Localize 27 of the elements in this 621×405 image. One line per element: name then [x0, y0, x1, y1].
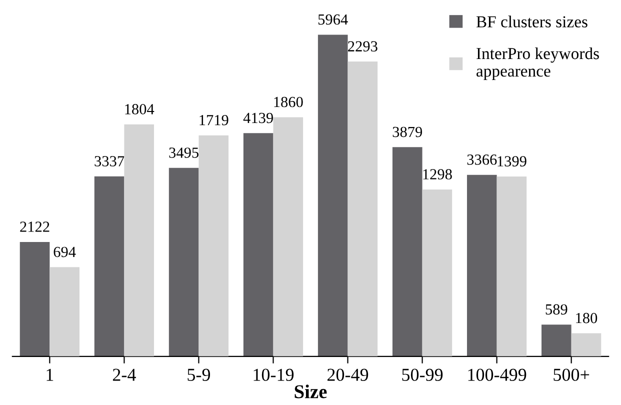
data-label: 1719 [200, 115, 228, 126]
data-label: 1298 [423, 169, 452, 180]
data-label: 2293 [348, 41, 378, 52]
data-label: 1860 [274, 96, 303, 108]
data-label: 3879 [392, 126, 422, 138]
x-tick-label: 100-499 [468, 368, 526, 381]
legend-label: InterPro keywords appearence [476, 47, 599, 80]
x-tick-label: 50-99 [402, 368, 443, 381]
x-tick-label: 1 [46, 368, 54, 381]
legend-label: BF clusters sizes [476, 16, 588, 28]
x-tick-label: 5-9 [188, 368, 210, 381]
data-label: 589 [546, 304, 568, 315]
x-tick-label: 500+ [554, 368, 590, 381]
data-label: 1399 [498, 156, 526, 166]
data-label: 3366 [467, 154, 497, 165]
data-label: 5964 [318, 14, 348, 25]
data-label: 1804 [125, 104, 154, 114]
x-tick-label: 10-19 [254, 368, 294, 381]
data-label: 4139 [243, 112, 273, 124]
data-label: 2122 [20, 222, 50, 232]
x-tick-label: 2-4 [112, 368, 136, 381]
x-axis-title: Size [294, 384, 327, 398]
data-label: 3495 [169, 148, 198, 158]
data-label: 180 [576, 312, 598, 324]
data-label: 694 [54, 246, 76, 258]
x-tick-label: 20-49 [327, 368, 368, 381]
data-label: 3337 [94, 156, 124, 166]
